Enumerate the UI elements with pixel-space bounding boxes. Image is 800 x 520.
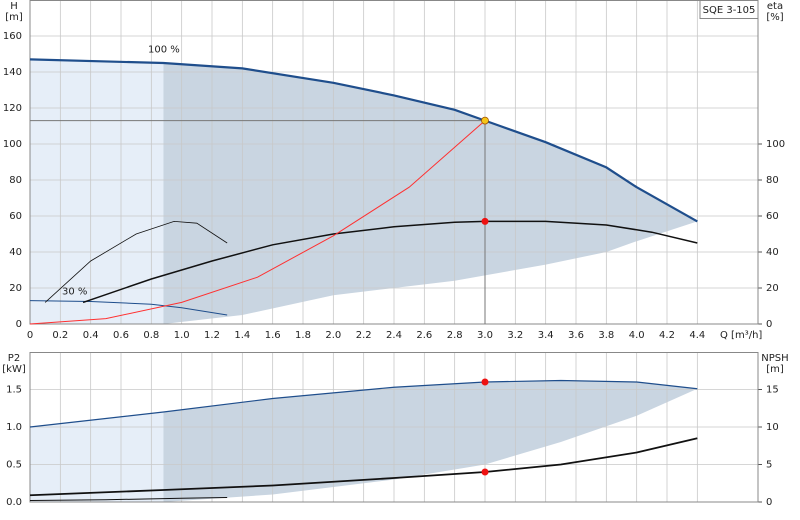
curve (44, 220, 228, 303)
x-tick-label: 2.0 (325, 330, 341, 341)
chart-title: SQE 3-105 (703, 5, 756, 16)
y-axis-unit: [m] (5, 12, 23, 23)
x-tick-label: 0.6 (113, 330, 129, 341)
y-tick-label: 40 (9, 247, 22, 258)
x-tick-label: 1.0 (174, 330, 190, 341)
y2-axis-unit: [m] (766, 364, 784, 375)
curve (29, 497, 228, 501)
y2-tick-label: 60 (766, 211, 779, 222)
x-tick-label: 3.6 (568, 330, 584, 341)
x-tick-label: 4.0 (629, 330, 645, 341)
y-axis-label: H (10, 1, 18, 12)
y-tick-label: 60 (9, 211, 22, 222)
y-tick-label: 1.5 (6, 385, 22, 396)
y2-tick-label: 5 (766, 460, 772, 471)
y-tick-label: 20 (9, 283, 22, 294)
x-tick-label: 0.4 (83, 330, 99, 341)
x-tick-label: 3.8 (598, 330, 614, 341)
operating-range (30, 59, 164, 325)
y2-axis-label: NPSH (761, 353, 788, 364)
operating-range (30, 412, 164, 502)
plot-frame (29, 352, 759, 503)
y2-axis-unit: [%] (766, 12, 783, 23)
duty-point (481, 217, 489, 225)
y2-tick-label: 0 (766, 319, 772, 330)
curve (29, 120, 486, 325)
x-tick-label: 3.2 (507, 330, 523, 341)
x-tick-label: 3.0 (477, 330, 493, 341)
y-tick-label: 0.5 (6, 460, 22, 471)
y-axis-unit: [kW] (2, 364, 26, 375)
curve (29, 300, 228, 316)
duty-point (481, 116, 489, 125)
curve (29, 437, 698, 497)
curve (29, 58, 698, 223)
x-tick-label: 1.8 (295, 330, 311, 341)
y2-tick-label: 80 (766, 175, 779, 186)
operating-range (163, 63, 698, 324)
x-tick-label: 2.4 (386, 330, 402, 341)
y2-tick-label: 40 (766, 247, 779, 258)
x-axis-label: Q [m³/h] (720, 330, 762, 341)
y2-tick-label: 0 (766, 497, 772, 508)
y2-axis-label: eta (767, 1, 783, 12)
curve-label: 100 % (148, 44, 180, 55)
x-tick-label: 0.8 (143, 330, 159, 341)
x-tick-label: 0.2 (52, 330, 68, 341)
y2-tick-label: 10 (766, 422, 779, 433)
operating-range (163, 380, 698, 502)
y2-tick-label: 20 (766, 283, 779, 294)
duty-point (481, 378, 489, 386)
title-box (699, 0, 759, 19)
x-tick-label: 2.2 (356, 330, 372, 341)
y-axis-label: P2 (8, 353, 20, 364)
y-tick-label: 0.0 (6, 497, 22, 508)
duty-point (481, 468, 489, 476)
x-tick-label: 2.6 (416, 330, 432, 341)
x-tick-label: 1.2 (204, 330, 220, 341)
x-tick-label: 2.8 (447, 330, 463, 341)
y-tick-label: 80 (9, 175, 22, 186)
x-tick-label: 1.4 (234, 330, 250, 341)
x-tick-label: 0 (27, 330, 33, 341)
plot-frame (29, 0, 759, 325)
x-tick-label: 4.4 (689, 330, 705, 341)
x-tick-label: 4.2 (659, 330, 675, 341)
y-tick-label: 100 (3, 139, 22, 150)
y2-tick-label: 15 (766, 385, 779, 396)
y-tick-label: 120 (3, 103, 22, 114)
y2-tick-label: 100 (766, 139, 785, 150)
curve-label: 30 % (62, 287, 87, 298)
y-tick-label: 140 (3, 67, 22, 78)
curve (29, 379, 698, 428)
y-tick-label: 1.0 (6, 422, 22, 433)
curve (82, 220, 698, 304)
y-tick-label: 0 (16, 319, 22, 330)
y-tick-label: 160 (3, 31, 22, 42)
x-tick-label: 3.4 (538, 330, 554, 341)
x-tick-label: 1.6 (265, 330, 281, 341)
